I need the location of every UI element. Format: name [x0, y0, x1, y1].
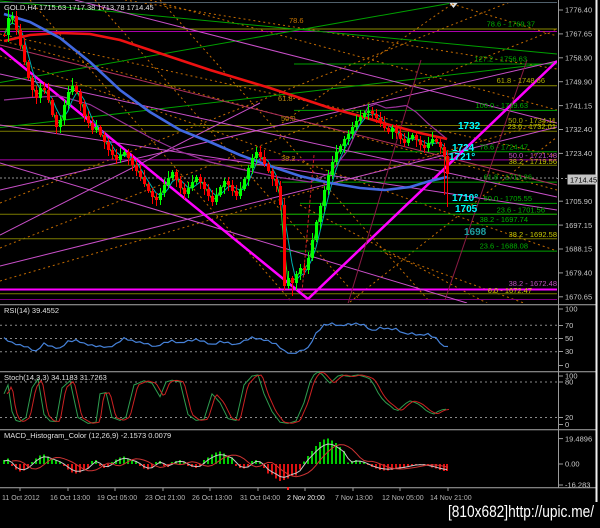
svg-text:30: 30: [565, 347, 573, 356]
svg-text:19 Oct 05:00: 19 Oct 05:00: [97, 495, 137, 502]
svg-text:Stoch(14,3,3) 34.1183 31.7263: Stoch(14,3,3) 34.1183 31.7263: [4, 373, 107, 382]
svg-text:38.2: 38.2: [281, 154, 296, 163]
svg-text:78.6 - 1769.37: 78.6 - 1769.37: [487, 20, 535, 29]
svg-text:7 Nov 13:00: 7 Nov 13:00: [335, 495, 373, 502]
svg-text:1776.40: 1776.40: [565, 6, 592, 15]
svg-text:80: 80: [565, 378, 573, 387]
svg-text:1732.40: 1732.40: [565, 125, 592, 134]
svg-text:-16.283: -16.283: [565, 481, 590, 490]
svg-text:38.2 - 1697.74: 38.2 - 1697.74: [480, 215, 528, 224]
svg-text:1688.15: 1688.15: [565, 245, 592, 254]
svg-text:20: 20: [565, 413, 573, 422]
svg-text:38.2 - 1719.56: 38.2 - 1719.56: [509, 157, 557, 166]
svg-text:38.2 - 1672.48: 38.2 - 1672.48: [509, 279, 557, 288]
svg-text:0: 0: [565, 361, 569, 370]
svg-text:23 Oct 21:00: 23 Oct 21:00: [145, 495, 185, 502]
svg-text:127.2 - 1756.63: 127.2 - 1756.63: [474, 54, 527, 63]
svg-text:16 Oct 13:00: 16 Oct 13:00: [50, 495, 90, 502]
svg-text:61.8 - 1748.66: 61.8 - 1748.66: [497, 76, 545, 85]
svg-text:50.0: 50.0: [281, 114, 296, 123]
svg-text:1698: 1698: [464, 227, 487, 238]
svg-text:0.0 - 1672.47: 0.0 - 1672.47: [488, 286, 532, 295]
svg-text:23.6 - 1732.01: 23.6 - 1732.01: [508, 122, 556, 131]
svg-text:1679.40: 1679.40: [565, 269, 592, 278]
svg-text:1721°: 1721°: [449, 152, 475, 163]
svg-text:1749.90: 1749.90: [565, 77, 592, 86]
svg-text:61.8: 61.8: [278, 94, 293, 103]
svg-text:100: 100: [565, 372, 578, 381]
svg-text:GOLD,H4 1715.63 1717.38 1713.7: GOLD,H4 1715.63 1717.38 1713.78 1714.45: [4, 3, 154, 12]
svg-text:1697.15: 1697.15: [565, 221, 592, 230]
svg-text:50: 50: [565, 334, 573, 343]
svg-text:1714.45: 1714.45: [570, 176, 597, 185]
svg-text:[810x682]http://upic.me/: [810x682]http://upic.me/: [448, 502, 594, 521]
svg-text:1705: 1705: [455, 204, 478, 215]
svg-text:1767.65: 1767.65: [565, 30, 592, 39]
svg-text:19.4896: 19.4896: [565, 434, 592, 443]
svg-text:1758.90: 1758.90: [565, 54, 592, 63]
svg-text:26 Oct 13:00: 26 Oct 13:00: [192, 495, 232, 502]
svg-text:0: 0: [565, 420, 569, 429]
svg-text:61.8 - 1713.36: 61.8 - 1713.36: [484, 173, 532, 182]
svg-text:0.00: 0.00: [565, 460, 580, 469]
svg-text:31 Oct 04:00: 31 Oct 04:00: [240, 495, 280, 502]
svg-text:MACD_Histogram_Color (12,26,9): MACD_Histogram_Color (12,26,9) -2.1573 0…: [4, 431, 171, 440]
svg-text:1705.90: 1705.90: [565, 197, 592, 206]
svg-text:1724: 1724: [452, 143, 475, 154]
svg-text:23.6 - 1701.56: 23.6 - 1701.56: [497, 205, 545, 214]
svg-text:100: 100: [565, 305, 578, 314]
svg-text:1670.65: 1670.65: [565, 293, 592, 302]
svg-text:14 Nov 21:00: 14 Nov 21:00: [430, 495, 472, 502]
svg-text:12 Nov 05:00: 12 Nov 05:00: [382, 495, 424, 502]
svg-text:70: 70: [565, 321, 573, 330]
svg-text:78.6 - 1724.47: 78.6 - 1724.47: [480, 142, 528, 151]
svg-text:RSI(14) 39.4552: RSI(14) 39.4552: [4, 306, 59, 315]
svg-text:50.0 - 1705.55: 50.0 - 1705.55: [484, 194, 532, 203]
svg-text:100.0 - 1739.63: 100.0 - 1739.63: [475, 101, 528, 110]
svg-text:2 Nov 20:00: 2 Nov 20:00: [287, 495, 325, 502]
svg-text:50.0 - 1734.11: 50.0 - 1734.11: [508, 116, 556, 125]
svg-text:38.2 - 1692.58: 38.2 - 1692.58: [509, 230, 557, 239]
svg-text:11 Oct 2012: 11 Oct 2012: [2, 495, 40, 502]
svg-text:1732: 1732: [458, 121, 481, 132]
svg-text:78.6: 78.6: [289, 16, 304, 25]
svg-text:1710°: 1710°: [452, 193, 478, 204]
svg-text:1741.15: 1741.15: [565, 101, 592, 110]
svg-text:50.0 - 1721.48: 50.0 - 1721.48: [509, 151, 557, 160]
svg-text:23.6 - 1688.08: 23.6 - 1688.08: [480, 242, 528, 251]
svg-text:1723.40: 1723.40: [565, 149, 592, 158]
